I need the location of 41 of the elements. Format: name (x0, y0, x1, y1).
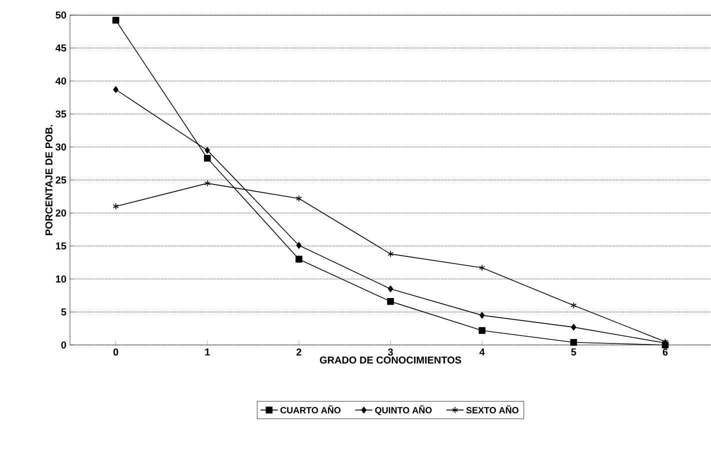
y-tick-label: 30 (56, 143, 66, 151)
y-tick-label: 25 (56, 176, 66, 184)
y-tick-label: 50 (56, 11, 66, 19)
point (113, 86, 118, 93)
y-tick-label: 45 (56, 44, 66, 52)
point (570, 338, 578, 346)
point (112, 16, 120, 24)
legend-label: SEXTO AÑO (466, 405, 518, 414)
point (296, 242, 302, 249)
point (479, 312, 485, 319)
x-tick-label: 1 (205, 348, 210, 356)
y-tick-label: 15 (56, 242, 66, 250)
point (296, 195, 302, 202)
x-tick-label: 0 (113, 348, 118, 356)
y-axis-title: PORCENTAJE DE POB. (45, 124, 52, 236)
point (388, 250, 394, 258)
point (387, 298, 394, 305)
y-tick-label: 35 (56, 110, 66, 118)
y-tick-label: 20 (56, 209, 66, 217)
y-tick-label: 10 (56, 275, 66, 283)
y-tick-label: 5 (61, 308, 66, 316)
y-tick-label: 40 (56, 77, 66, 85)
point (478, 327, 486, 334)
point (112, 203, 119, 210)
point (204, 180, 210, 187)
x-tick-label: 2 (296, 348, 302, 356)
legend-label: CUARTO AÑO (280, 405, 340, 414)
point (388, 286, 394, 292)
x-tick-label: 5 (571, 348, 576, 356)
point (570, 324, 576, 331)
y-tick-label: 0 (61, 341, 66, 349)
point (479, 264, 486, 272)
point (296, 256, 302, 263)
x-tick-label: 6 (662, 348, 668, 356)
point (570, 302, 577, 309)
x-axis-title: GRADO DE CONOCIMIENTOS (320, 356, 462, 364)
legend-label: QUINTO AÑO (375, 405, 432, 416)
point (204, 154, 211, 162)
x-tick-label: 4 (479, 348, 485, 356)
x-tick-label: 3 (388, 348, 393, 356)
point (204, 146, 210, 154)
